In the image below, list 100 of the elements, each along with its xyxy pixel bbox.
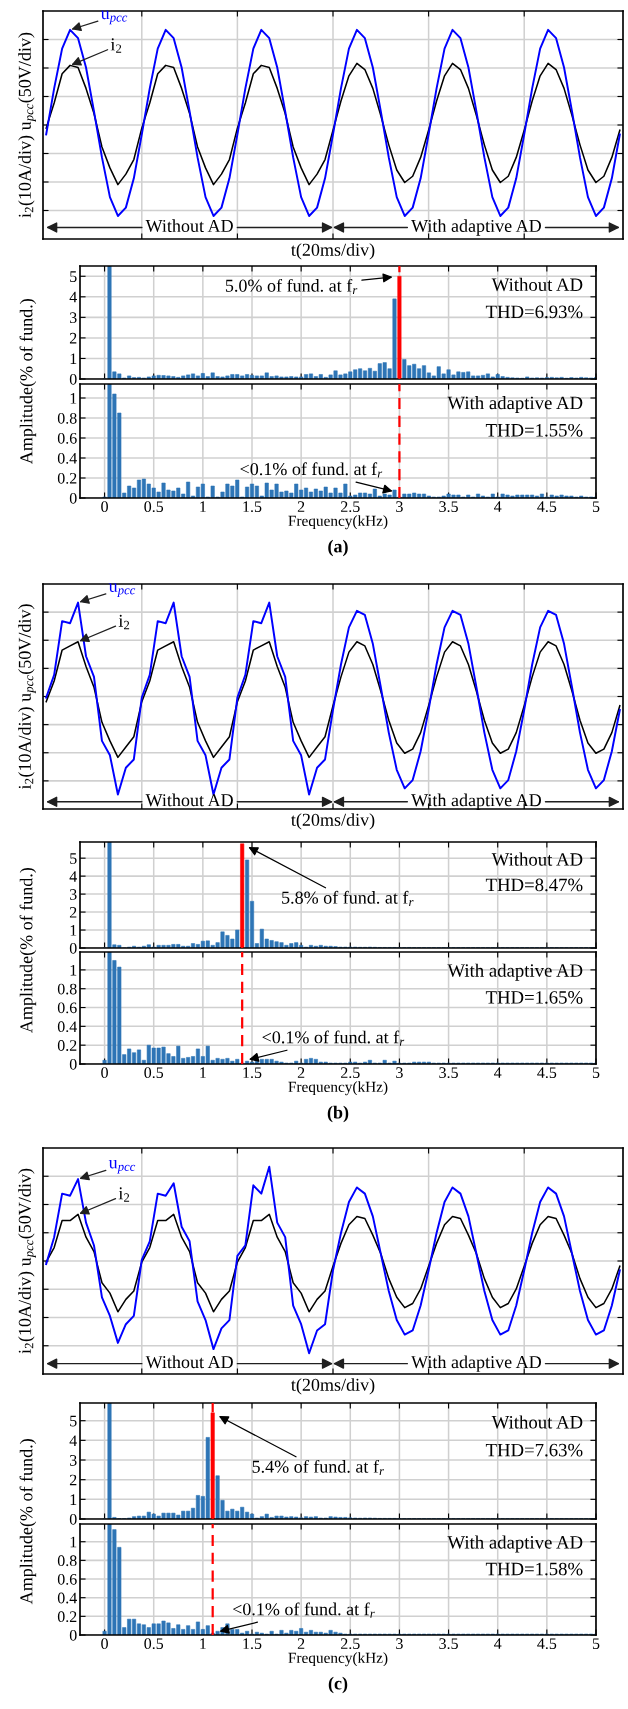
x-tick-label: 3: [396, 501, 403, 513]
x-tick-label: 1: [200, 1638, 206, 1649]
y-tick-label: 0.2: [57, 1611, 77, 1623]
y-tick-label: 0.6: [57, 1002, 77, 1014]
y-tick-label: 0: [69, 942, 77, 954]
x-tick-label: 5: [592, 1067, 600, 1079]
x-tick-label: 4: [494, 1067, 502, 1078]
x-tick-label: 1: [200, 501, 206, 512]
x-tick-label: 1.5: [243, 1067, 262, 1079]
annotation: THD=7.63%: [485, 1443, 583, 1457]
annotation: <0.1% of fund. at f$_{r}$: [240, 462, 383, 478]
y-tick-label: 1: [70, 964, 77, 976]
y-axis-title: i$_{2}$(10A/div) u$_{pcc}$(50V/div): [18, 604, 36, 790]
annotation: Without AD: [145, 219, 233, 233]
series-label: i$_{2}$: [110, 38, 122, 53]
x-tick-label: 0.5: [144, 1067, 164, 1079]
series-label: i$_{2}$: [118, 614, 130, 630]
annotation: 5.0% of fund. at f$_{r}$: [225, 278, 358, 295]
y-tick-label: 1: [70, 393, 77, 404]
x-axis-title: Frequency(kHz): [288, 1081, 388, 1096]
x-tick-label: 3: [396, 1067, 403, 1079]
annotation: With adaptive AD: [411, 1355, 542, 1372]
x-tick-label: 3.5: [439, 1638, 458, 1650]
annotation: With adaptive AD: [411, 793, 542, 810]
x-axis-title: Frequency(kHz): [288, 515, 388, 530]
x-tick-label: 0: [101, 1067, 108, 1079]
y-tick-label: 0.2: [57, 472, 77, 484]
x-tick-label: 3: [396, 1638, 403, 1650]
x-tick-label: 1: [200, 1067, 206, 1078]
y-tick-label: 0.8: [57, 983, 77, 995]
y-tick-label: 3: [70, 889, 77, 900]
series-label: u$_{pcc}$: [108, 583, 136, 597]
annotation: 5.4% of fund. at f$_{r}$: [252, 1459, 385, 1476]
annotation: With adaptive AD: [447, 396, 583, 414]
y-tick-label: 1: [70, 1536, 77, 1548]
x-tick-label: 0.5: [144, 1638, 164, 1650]
y-tick-label: 4: [69, 1435, 77, 1446]
x-tick-label: 4.5: [537, 1067, 557, 1079]
y-axis-title: Amplitude(% of fund.): [19, 867, 37, 1033]
x-tick-label: 2: [297, 501, 305, 512]
y-tick-label: 1: [70, 1494, 77, 1505]
annotation: THD=8.47%: [485, 878, 583, 892]
y-tick-label: 2: [69, 332, 77, 344]
y-tick-label: 0: [69, 492, 77, 504]
annotation: With adaptive AD: [447, 963, 583, 981]
y-tick-label: 4: [69, 291, 77, 303]
y-tick-label: 0.8: [57, 412, 77, 424]
annotation: THD=1.65%: [485, 991, 583, 1004]
annotation: Without AD: [491, 1415, 583, 1429]
annotation: Without AD: [491, 852, 583, 866]
x-tick-label: 4: [494, 501, 502, 512]
annotation: THD=6.93%: [485, 305, 583, 319]
x-tick-label: 4.5: [537, 501, 557, 513]
x-tick-label: 5: [592, 501, 600, 513]
x-axis-title: t(20ms/div): [291, 813, 375, 830]
text: (c): [328, 1676, 348, 1694]
annotation: <0.1% of fund. at f$_{r}$: [262, 1030, 405, 1046]
annotation: THD=1.55%: [485, 423, 583, 437]
y-tick-label: 3: [70, 1454, 77, 1466]
x-tick-label: 2.5: [341, 1638, 360, 1650]
x-tick-label: 4.5: [537, 1638, 557, 1650]
y-tick-label: 0.4: [57, 1021, 77, 1033]
annotation: <0.1% of fund. at f$_{r}$: [233, 1602, 375, 1618]
x-tick-label: 2: [297, 1638, 305, 1649]
x-tick-label: 2: [297, 1067, 305, 1078]
y-tick-label: 0: [69, 1058, 77, 1070]
y-tick-label: 5: [70, 271, 77, 282]
y-tick-label: 0.4: [57, 1592, 77, 1604]
series-label: u$_{pcc}$: [100, 10, 128, 25]
text: (b): [327, 1105, 349, 1123]
y-axis-title: Amplitude(% of fund.): [19, 1439, 37, 1605]
x-tick-label: 0: [101, 501, 108, 513]
y-axis-title: i$_{2}$(10A/div) u$_{pcc}$(50V/div): [18, 32, 36, 218]
annotation: THD=1.58%: [485, 1562, 583, 1576]
y-tick-label: 0.6: [57, 432, 77, 444]
y-tick-label: 0.6: [57, 1573, 77, 1585]
x-tick-label: 3.5: [439, 1067, 458, 1079]
annotation: With adaptive AD: [447, 1535, 583, 1553]
x-tick-label: 2.5: [341, 501, 360, 513]
x-tick-label: 4: [494, 1638, 502, 1649]
x-tick-label: 2.5: [341, 1067, 360, 1079]
x-tick-label: 1.5: [243, 1638, 262, 1650]
series-label: i$_{2}$: [118, 1187, 130, 1202]
y-tick-label: 0: [69, 1629, 77, 1641]
x-tick-label: 3.5: [439, 501, 458, 513]
text: (a): [328, 539, 348, 557]
y-tick-label: 5: [70, 1415, 77, 1427]
y-tick-label: 0.8: [57, 1555, 77, 1567]
x-tick-label: 0.5: [144, 501, 164, 513]
annotation: With adaptive AD: [411, 219, 542, 236]
x-axis-title: Frequency(kHz): [288, 1652, 388, 1667]
y-tick-label: 1: [70, 925, 77, 936]
y-tick-label: 0.4: [57, 452, 77, 464]
y-tick-label: 2: [69, 907, 77, 918]
y-axis-title: Amplitude(% of fund.): [19, 299, 37, 465]
y-tick-label: 3: [70, 312, 77, 324]
x-tick-label: 1.5: [243, 501, 262, 513]
y-tick-label: 0.2: [57, 1040, 77, 1051]
y-tick-label: 2: [69, 1474, 77, 1486]
annotation: Without AD: [145, 793, 233, 807]
